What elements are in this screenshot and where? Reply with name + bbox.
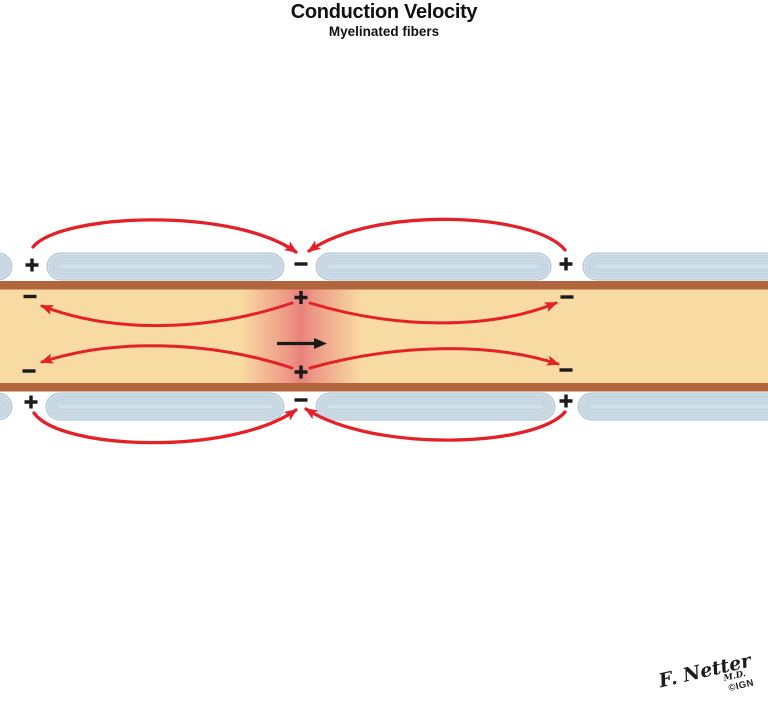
external-current-bottom-right <box>304 407 567 442</box>
charge-sign-plus-outer-bottom-right <box>559 394 573 408</box>
charge-sign-plus-outer-top-right <box>559 257 573 271</box>
local-current-arrows <box>31 217 567 445</box>
axoplasm <box>0 289 768 383</box>
internal-current-top-right <box>308 301 558 325</box>
impulse-direction-arrow <box>277 338 327 349</box>
myelin-sheath-row-top <box>0 252 768 281</box>
myelin-segment <box>315 392 556 421</box>
myelin-segment <box>0 252 13 281</box>
axon-membrane-bottom <box>0 383 768 392</box>
charge-sign-plus-outer-bottom-left <box>24 395 38 409</box>
myelin-sheath-row-bottom <box>0 392 768 421</box>
myelin-segment <box>577 392 768 421</box>
myelin-segment <box>0 392 13 421</box>
charge-sign-plus-inner-bottom-middle <box>294 365 308 379</box>
myelin-segment <box>46 252 285 281</box>
internal-current-top-left <box>40 301 294 328</box>
axon-membrane-top <box>0 281 768 290</box>
external-current-top-right <box>307 217 567 253</box>
charge-sign-plus-inner-top-middle <box>294 291 308 304</box>
myelin-segment <box>45 392 285 421</box>
internal-current-bottom-left <box>40 344 294 370</box>
internal-current-bottom-right <box>308 347 560 370</box>
external-current-top-left <box>31 218 298 254</box>
external-current-bottom-left <box>32 408 298 445</box>
myelin-segment <box>315 252 552 281</box>
charge-signs <box>22 257 574 409</box>
charge-sign-plus-outer-top-left <box>25 258 39 272</box>
myelin-segment <box>582 252 768 281</box>
